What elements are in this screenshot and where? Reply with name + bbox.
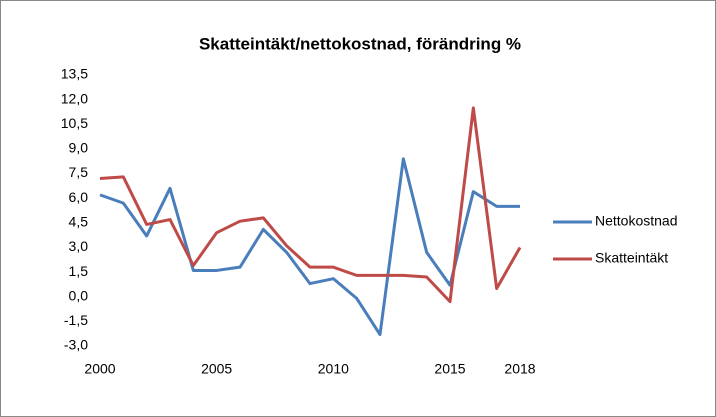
y-tick-label: 12,0 [61, 90, 88, 106]
x-tick-label: 2005 [201, 361, 232, 377]
legend-label: Skatteintäkt [595, 250, 668, 266]
chart-title: Skatteintäkt/nettokostnad, förändring % [199, 34, 521, 53]
y-tick-label: -1,5 [64, 312, 88, 328]
legend-label: Nettokostnad [595, 213, 678, 229]
y-tick-label: 0,0 [69, 287, 89, 303]
y-tick-label: 9,0 [69, 140, 89, 156]
y-tick-label: 6,0 [69, 189, 89, 205]
x-tick-label: 2000 [84, 361, 115, 377]
y-tick-label: 10,5 [61, 115, 88, 131]
y-tick-label: 13,5 [61, 66, 88, 82]
y-tick-label: 1,5 [69, 263, 89, 279]
y-tick-label: 4,5 [69, 214, 89, 230]
series-line [99, 157, 520, 337]
x-tick-label: 2010 [318, 361, 349, 377]
x-tick-label: 2015 [434, 361, 465, 377]
y-tick-label: -3,0 [64, 337, 88, 353]
y-tick-label: 7,5 [69, 164, 89, 180]
x-tick-label: 2018 [504, 361, 535, 377]
series-line [99, 106, 522, 304]
y-tick-label: 3,0 [69, 238, 89, 254]
